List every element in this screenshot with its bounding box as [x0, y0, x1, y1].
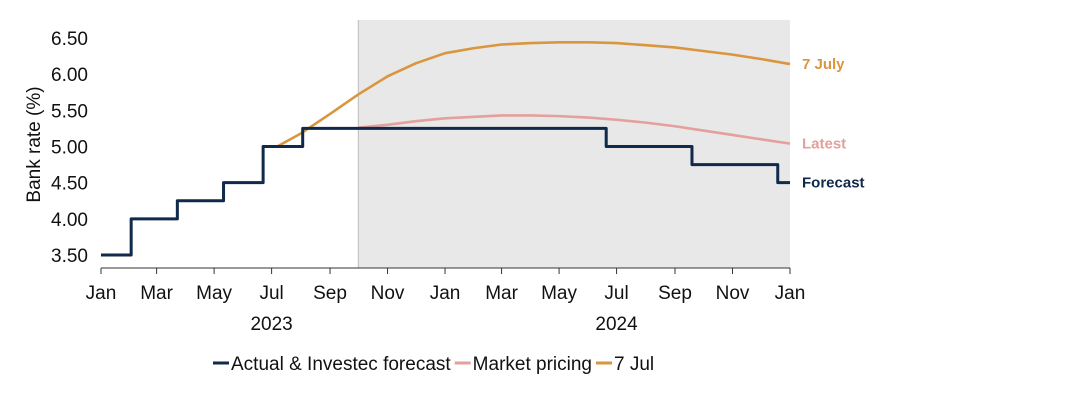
y-tick-label: 4.50 — [51, 174, 88, 195]
y-tick-label: 6.50 — [51, 29, 88, 50]
x-tick-label: Sep — [313, 283, 347, 304]
forecast-shading — [358, 20, 790, 268]
legend-label-market-pricing: Market pricing — [473, 354, 592, 375]
x-tick-label: Mar — [485, 283, 518, 304]
end-label-market-pricing: Latest — [802, 136, 846, 153]
series-line-7-jul — [276, 41, 791, 148]
x-tick-label: Mar — [140, 283, 173, 304]
x-tick-label: Jan — [775, 283, 806, 304]
x-year-label: 2023 — [250, 314, 292, 335]
end-label-7-jul: 7 July — [802, 56, 845, 73]
y-tick-label: 4.00 — [51, 210, 88, 231]
x-year-label: 2024 — [595, 314, 638, 335]
x-tick-label: Jul — [604, 283, 628, 304]
x-tick-label: Nov — [716, 283, 750, 304]
legend-label-7-jul: 7 Jul — [614, 354, 654, 375]
series-line-market-pricing — [358, 114, 791, 145]
legend-label-actual-investec-forecast: Actual & Investec forecast — [231, 354, 451, 375]
x-axis: Jan Mar May Jul Sep Nov Jan Mar May Jul Sep Nov Jan 2… — [86, 267, 806, 335]
end-label-actual-investec-forecast: Forecast — [802, 175, 865, 192]
legend: Actual & Investec forecast Market pricing… — [213, 354, 654, 375]
y-axis: 3.50 4.00 4.50 5.00 5.50 6.00 6.50 — [51, 29, 88, 267]
x-tick-label: Jan — [86, 283, 117, 304]
x-tick-label: May — [541, 283, 577, 304]
y-axis-title: Bank rate (%) — [24, 86, 45, 202]
y-tick-label: 6.00 — [51, 65, 88, 86]
y-tick-label: 5.00 — [51, 138, 88, 159]
series-end-labels: 7 July Latest Forecast — [802, 56, 865, 192]
x-tick-label: May — [196, 283, 232, 304]
series-line-actual-investec-forecast — [101, 126, 790, 257]
y-tick-label: 5.50 — [51, 101, 88, 122]
y-tick-label: 3.50 — [51, 246, 88, 267]
x-tick-label: Sep — [658, 283, 692, 304]
series-layer — [101, 20, 791, 268]
x-tick-label: Nov — [371, 283, 405, 304]
x-tick-label: Jan — [430, 283, 461, 304]
x-tick-label: Jul — [259, 283, 283, 304]
